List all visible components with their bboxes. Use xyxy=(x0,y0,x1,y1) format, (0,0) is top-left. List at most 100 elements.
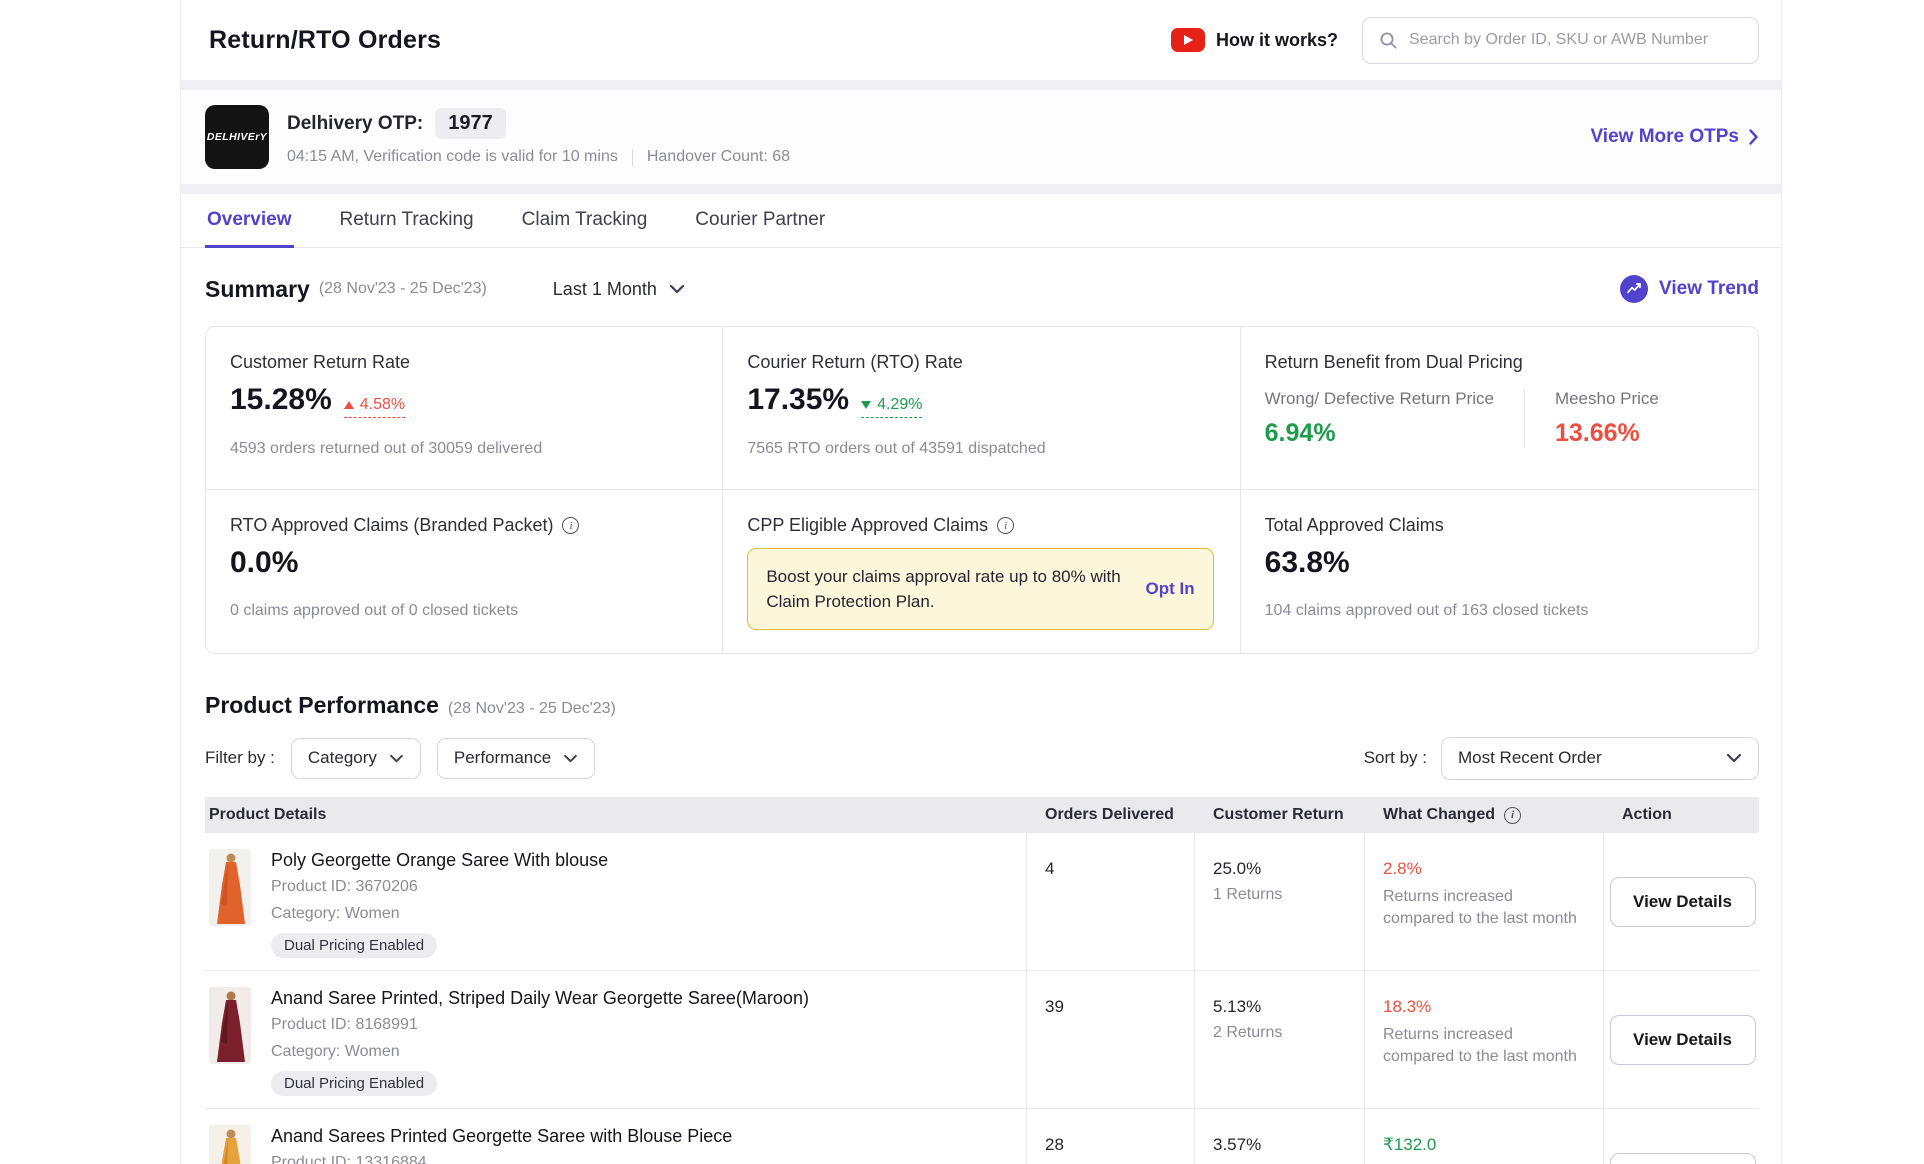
product-performance-title: Product Performance xyxy=(205,692,439,718)
product-image xyxy=(209,1125,251,1164)
top-bar-right: How it works? xyxy=(1170,16,1759,64)
delhivery-logo-text: DELHIVErY xyxy=(206,131,268,143)
summary-title: Summary xyxy=(205,275,310,302)
chevron-down-icon xyxy=(1726,753,1742,763)
customer-return-value: 3.57% xyxy=(1213,1135,1262,1154)
courier-return-rate-value: 17.35% xyxy=(747,383,850,416)
view-more-otps-label: View More OTPs xyxy=(1590,126,1739,147)
product-category: Category: Women xyxy=(271,1042,400,1060)
product-image xyxy=(209,987,251,1064)
card-subtext: 7565 RTO orders out of 43591 dispatched xyxy=(747,440,1046,457)
table-row: Anand Saree Printed, Striped Daily Wear … xyxy=(205,971,1759,1109)
product-category: Category: Women xyxy=(271,904,400,922)
card-title: Courier Return (RTO) Rate xyxy=(747,352,963,372)
card-total-approved-claims: Total Approved Claims 63.8% 104 claims a… xyxy=(1241,490,1758,653)
how-it-works-link[interactable]: How it works? xyxy=(1170,28,1338,52)
delhivery-logo: DELHIVErY xyxy=(205,105,269,169)
meesho-price-label: Meesho Price xyxy=(1554,389,1659,408)
sort-by-label: Sort by : xyxy=(1363,748,1427,767)
cpp-promo-banner: Boost your claims approval rate up to 80… xyxy=(747,548,1214,630)
product-performance-header: Product Performance (28 Nov'23 - 25 Dec'… xyxy=(205,692,1759,719)
card-rto-approved-claims: RTO Approved Claims (Branded Packet) i 0… xyxy=(206,490,724,653)
product-id: Product ID: 8168991 xyxy=(271,1016,418,1034)
chevron-down-icon xyxy=(564,754,578,762)
returns-count: 1 Returns xyxy=(1213,1162,1364,1164)
search-icon xyxy=(1380,32,1397,49)
section-divider xyxy=(181,184,1781,194)
summary-date-range: (28 Nov'23 - 25 Dec'23) xyxy=(318,280,487,297)
col-product-details: Product Details xyxy=(209,806,327,823)
period-value: Last 1 Month xyxy=(552,278,657,299)
youtube-icon xyxy=(1170,28,1205,52)
change-value: ₹132.0 xyxy=(1383,1135,1437,1154)
sort-dropdown[interactable]: Most Recent Order xyxy=(1441,736,1759,780)
product-name: Anand Saree Printed, Striped Daily Wear … xyxy=(271,988,809,1008)
info-icon[interactable]: i xyxy=(997,517,1015,534)
total-claims-value: 63.8% xyxy=(1264,546,1350,579)
product-image xyxy=(209,849,251,926)
otp-label: Delhivery OTP: xyxy=(287,112,424,134)
chevron-down-icon xyxy=(390,754,403,762)
change-value: 2.8% xyxy=(1383,859,1422,878)
view-more-otps-link[interactable]: View More OTPs xyxy=(1590,126,1759,148)
filter-by-label: Filter by : xyxy=(205,748,275,767)
orders-delivered-value: 39 xyxy=(1026,971,1194,1108)
view-trend-button[interactable]: View Trend xyxy=(1620,275,1759,303)
change-value: 18.3% xyxy=(1383,997,1432,1016)
opt-in-link[interactable]: Opt In xyxy=(1145,579,1195,598)
cpp-promo-text: Boost your claims approval rate up to 80… xyxy=(766,566,1121,612)
table-row: Anand Sarees Printed Georgette Saree wit… xyxy=(205,1109,1759,1164)
dual-pricing-badge: Dual Pricing Enabled xyxy=(271,932,438,958)
col-customer-return: Customer Return xyxy=(1194,797,1364,833)
product-id: Product ID: 13316884 xyxy=(271,1154,427,1164)
col-action: Action xyxy=(1603,797,1761,833)
returns-count: 1 Returns xyxy=(1213,886,1283,903)
card-subtext: 4593 orders returned out of 30059 delive… xyxy=(230,440,543,457)
card-dual-pricing-benefit: Return Benefit from Dual Pricing Wrong/ … xyxy=(1240,327,1758,490)
trend-icon xyxy=(1620,275,1649,303)
handover-count: Handover Count: 68 xyxy=(646,148,791,165)
card-title: RTO Approved Claims (Branded Packet) xyxy=(230,515,554,535)
view-details-button[interactable]: View Details xyxy=(1609,1014,1756,1065)
courier-return-delta: 4.29% xyxy=(861,396,923,418)
card-title: Total Approved Claims xyxy=(1264,515,1444,535)
product-name: Poly Georgette Orange Saree With blouse xyxy=(271,850,609,870)
change-note: Returns increased compared to the last m… xyxy=(1383,1026,1577,1065)
page-title: Return/RTO Orders xyxy=(209,25,442,54)
category-filter-dropdown[interactable]: Category xyxy=(290,737,421,779)
chevron-down-icon xyxy=(669,284,684,294)
view-details-button[interactable]: View Details xyxy=(1609,1152,1756,1164)
otp-validity-text: 04:15 AM, Verification code is valid for… xyxy=(287,148,618,165)
period-dropdown[interactable]: Last 1 Month xyxy=(553,279,685,300)
section-divider xyxy=(181,80,1781,90)
filter-row: Filter by : Category Performance Sort by… xyxy=(205,736,1759,780)
tab-courier-partner[interactable]: Courier Partner xyxy=(695,208,826,230)
tab-overview[interactable]: Overview xyxy=(205,194,294,248)
tab-return-tracking[interactable]: Return Tracking xyxy=(339,208,474,230)
summary-header: Summary (28 Nov'23 - 25 Dec'23) Last 1 M… xyxy=(205,270,1759,308)
card-subtext: 104 claims approved out of 163 closed ti… xyxy=(1264,602,1589,619)
card-title: CPP Eligible Approved Claims xyxy=(747,515,989,535)
info-icon[interactable]: i xyxy=(1504,806,1521,824)
product-performance-date-range: (28 Nov'23 - 25 Dec'23) xyxy=(447,700,616,717)
sort-by-group: Sort by : Most Recent Order xyxy=(1363,736,1759,780)
tab-bar: Overview Return Tracking Claim Tracking … xyxy=(181,194,1781,248)
tab-claim-tracking[interactable]: Claim Tracking xyxy=(521,208,648,230)
table-header-row: Product Details Orders Delivered Custome… xyxy=(205,797,1759,833)
otp-value: 1977 xyxy=(435,108,506,139)
product-name: Anand Sarees Printed Georgette Saree wit… xyxy=(271,1126,733,1146)
dual-pricing-badge: Dual Pricing Enabled xyxy=(271,1070,438,1096)
arrow-down-icon xyxy=(861,401,872,409)
search-box[interactable] xyxy=(1362,16,1759,64)
content-container: Return/RTO Orders How it works? DELHIVEr… xyxy=(180,0,1782,1164)
vertical-divider xyxy=(631,148,633,166)
view-details-button[interactable]: View Details xyxy=(1609,876,1756,927)
info-icon[interactable]: i xyxy=(562,517,580,534)
change-note: Returns increased compared to the last m… xyxy=(1383,888,1577,927)
play-icon xyxy=(1184,35,1194,45)
otp-info: DELHIVErY Delhivery OTP: 1977 04:15 AM, … xyxy=(205,105,790,169)
customer-return-value: 25.0% xyxy=(1213,859,1262,878)
search-input[interactable] xyxy=(1409,31,1742,49)
performance-filter-dropdown[interactable]: Performance xyxy=(436,737,596,779)
card-customer-return-rate: Customer Return Rate 15.28% 4.58% 4593 o… xyxy=(206,327,724,490)
